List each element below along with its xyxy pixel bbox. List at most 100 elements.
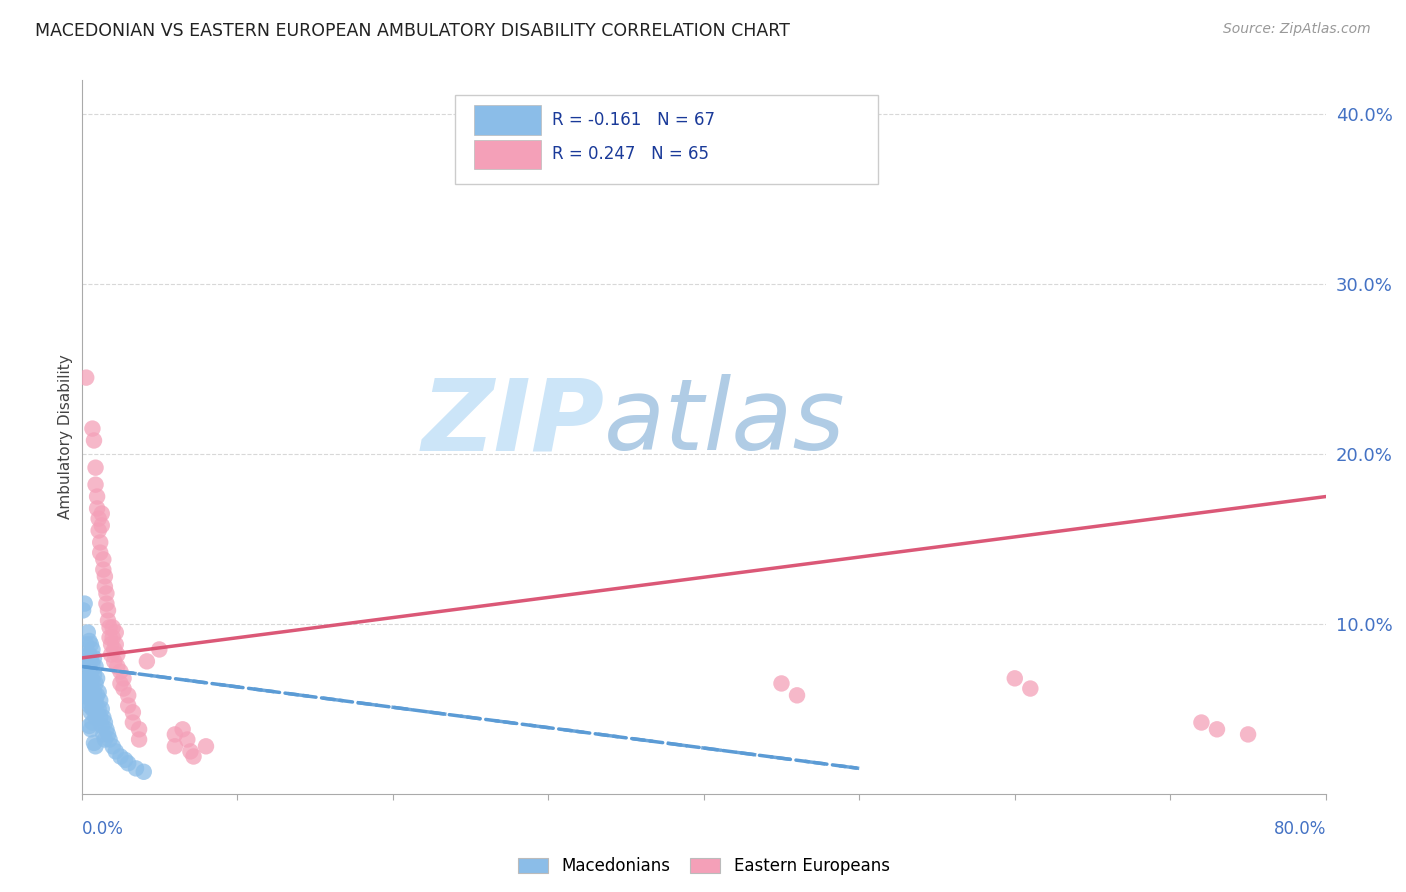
Point — [82, 689, 104, 703]
Point — [179, 744, 201, 758]
Point — [84, 477, 107, 491]
Point — [110, 749, 132, 764]
FancyBboxPatch shape — [474, 139, 541, 169]
Point — [104, 744, 127, 758]
Point — [80, 693, 103, 707]
Point — [117, 756, 139, 771]
Point — [75, 637, 97, 651]
Point — [75, 665, 97, 679]
Point — [89, 710, 111, 724]
Point — [110, 665, 132, 679]
Text: 0.0%: 0.0% — [82, 820, 124, 838]
Point — [89, 535, 111, 549]
Point — [1004, 671, 1026, 685]
Point — [176, 732, 198, 747]
Point — [91, 710, 114, 724]
Point — [73, 676, 96, 690]
Point — [83, 702, 105, 716]
Point — [101, 631, 124, 645]
Point — [80, 723, 103, 737]
Point — [76, 689, 98, 703]
Point — [80, 637, 103, 651]
Point — [79, 659, 101, 673]
Point — [86, 490, 108, 504]
Point — [84, 460, 107, 475]
Text: ZIP: ZIP — [422, 375, 605, 471]
Point — [76, 648, 98, 662]
Point — [91, 563, 114, 577]
Point — [105, 648, 128, 662]
Point — [172, 723, 194, 737]
Point — [110, 676, 132, 690]
Point — [72, 693, 94, 707]
Text: 80.0%: 80.0% — [1274, 820, 1326, 838]
Text: atlas: atlas — [605, 375, 846, 471]
Point — [87, 511, 110, 525]
Point — [98, 631, 121, 645]
Point — [100, 637, 122, 651]
Point — [135, 654, 157, 668]
Point — [786, 689, 808, 703]
Point — [770, 676, 793, 690]
Text: R = 0.247   N = 65: R = 0.247 N = 65 — [553, 145, 709, 163]
Point — [80, 678, 103, 692]
Point — [82, 715, 104, 730]
Point — [195, 739, 218, 754]
Point — [76, 625, 98, 640]
Point — [79, 719, 101, 733]
Point — [125, 761, 148, 775]
Point — [117, 689, 139, 703]
Y-axis label: Ambulatory Disability: Ambulatory Disability — [58, 355, 73, 519]
Point — [96, 723, 118, 737]
Point — [122, 706, 145, 720]
Point — [83, 736, 105, 750]
Point — [82, 702, 104, 716]
Point — [91, 727, 114, 741]
Point — [1191, 715, 1213, 730]
Point — [73, 689, 96, 703]
Point — [1206, 723, 1229, 737]
Point — [101, 739, 124, 754]
Point — [76, 657, 98, 672]
Point — [87, 524, 110, 538]
Point — [82, 657, 104, 672]
Point — [83, 651, 105, 665]
Point — [103, 654, 125, 668]
Point — [94, 580, 117, 594]
FancyBboxPatch shape — [456, 95, 877, 184]
Point — [79, 698, 101, 713]
Point — [132, 764, 155, 779]
Point — [79, 671, 101, 685]
Point — [98, 620, 121, 634]
Point — [87, 702, 110, 716]
Point — [72, 603, 94, 617]
Point — [128, 732, 150, 747]
Point — [94, 569, 117, 583]
Point — [79, 634, 101, 648]
Point — [148, 642, 170, 657]
Point — [89, 693, 111, 707]
Point — [128, 723, 150, 737]
Point — [94, 715, 117, 730]
Point — [83, 668, 105, 682]
Point — [112, 681, 135, 696]
Point — [84, 710, 107, 724]
Point — [96, 597, 118, 611]
Text: Source: ZipAtlas.com: Source: ZipAtlas.com — [1223, 22, 1371, 37]
Point — [86, 501, 108, 516]
Point — [104, 637, 127, 651]
FancyBboxPatch shape — [474, 105, 541, 136]
Point — [80, 665, 103, 679]
Point — [96, 586, 118, 600]
Point — [82, 421, 104, 435]
Point — [104, 625, 127, 640]
Point — [103, 642, 125, 657]
Point — [97, 603, 120, 617]
Point — [86, 706, 108, 720]
Legend: Macedonians, Eastern Europeans: Macedonians, Eastern Europeans — [512, 851, 896, 882]
Point — [83, 434, 105, 448]
Point — [183, 749, 205, 764]
Point — [97, 727, 120, 741]
Point — [89, 546, 111, 560]
Point — [86, 689, 108, 703]
